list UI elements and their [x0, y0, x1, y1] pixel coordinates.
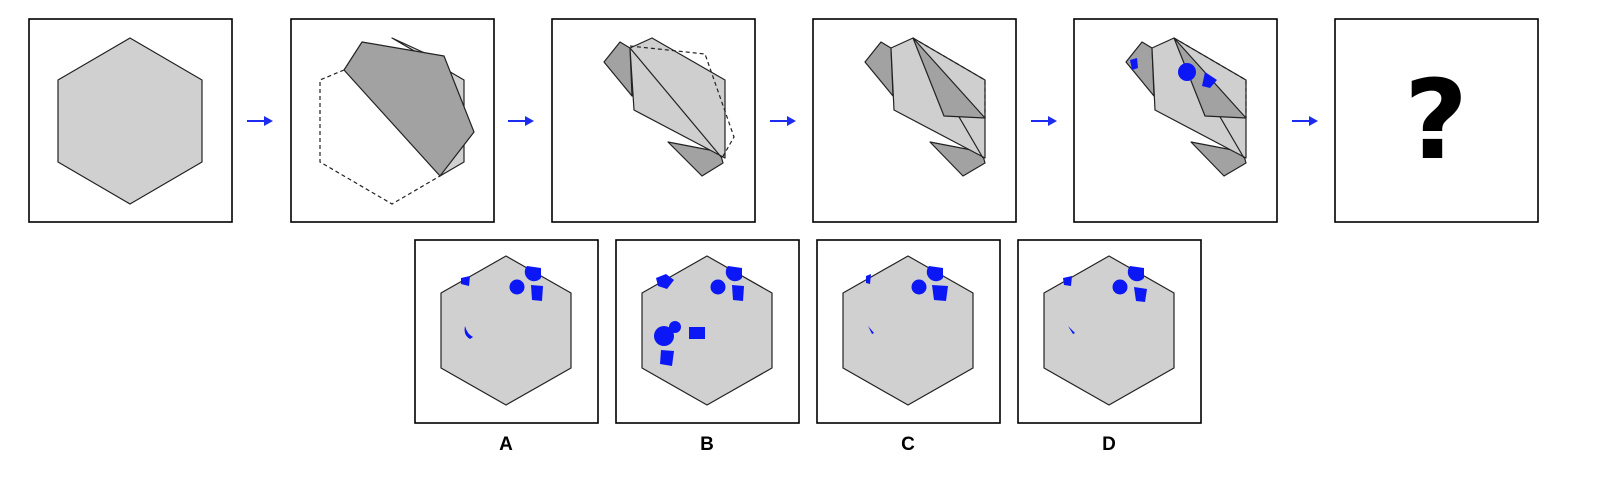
option-c-corner-mark — [926, 266, 943, 282]
step-4-folded-flap — [912, 37, 986, 119]
option-a-square-mark — [531, 285, 543, 301]
option-b-circle-mark — [710, 279, 726, 295]
option-b-square-mark — [732, 285, 744, 301]
option-a[interactable]: A — [414, 239, 599, 455]
step-5-circle-hole — [1178, 63, 1196, 81]
step-5-edge-hole — [1130, 58, 1138, 70]
option-c-lower-mark — [868, 326, 874, 334]
option-d-label[interactable]: D — [1102, 434, 1116, 455]
option-d-left-mark — [1063, 276, 1072, 286]
option-c-circle-mark — [911, 279, 927, 295]
option-d-circle-mark — [1112, 279, 1128, 295]
option-c-square-mark — [932, 285, 948, 301]
option-d-square-mark — [1134, 287, 1147, 302]
option-a-circle-mark — [509, 279, 525, 295]
step-4-original-outline — [912, 37, 986, 118]
option-b-small-circle-mark — [669, 321, 681, 333]
arrow-1 — [247, 116, 273, 126]
option-b-label[interactable]: B — [700, 434, 714, 455]
step-3-crease — [629, 47, 723, 159]
option-d-lower-mark — [1068, 326, 1075, 334]
question-panel: ? — [1334, 18, 1539, 223]
question-frame — [1334, 18, 1539, 223]
option-a-left-mark — [461, 276, 470, 286]
step-4-panel — [812, 18, 1017, 223]
step-5-original-outline — [1173, 37, 1247, 118]
option-a-lower-mark — [464, 326, 473, 339]
step-3-back-flap — [603, 41, 633, 97]
arrow-4 — [1031, 116, 1057, 126]
step-3-panel — [551, 18, 756, 223]
step-3-paper-body — [629, 37, 726, 159]
option-c[interactable]: C — [816, 239, 1001, 455]
option-b-rect-mark — [689, 327, 705, 339]
step-2-original-outline — [319, 69, 441, 205]
step-3-original-outline — [629, 45, 735, 159]
option-b-large-circle-mark — [654, 326, 674, 346]
step-3-bottom-flap — [667, 141, 724, 177]
step-1-panel — [28, 18, 233, 223]
option-b-left-mark — [656, 274, 674, 289]
arrow-2 — [508, 116, 534, 126]
arrow-3 — [770, 116, 796, 126]
option-c-label[interactable]: C — [901, 434, 915, 455]
option-a-corner-mark — [524, 266, 541, 282]
arrow-5 — [1292, 116, 1318, 126]
option-b-corner-mark — [725, 266, 742, 282]
option-d[interactable]: D — [1017, 239, 1202, 455]
option-a-label[interactable]: A — [499, 434, 513, 455]
step-1-hexagon — [57, 37, 203, 205]
option-b[interactable]: B — [615, 239, 800, 455]
step-5-square-hole — [1202, 72, 1217, 88]
step-5-panel — [1073, 18, 1278, 223]
option-b-lower-square-mark — [660, 350, 674, 366]
option-c-left-mark — [866, 274, 871, 284]
question-mark: ? — [1404, 56, 1468, 184]
option-d-corner-mark — [1127, 266, 1144, 282]
step-2-panel — [290, 18, 495, 223]
step-2-folded-flap — [343, 41, 475, 177]
